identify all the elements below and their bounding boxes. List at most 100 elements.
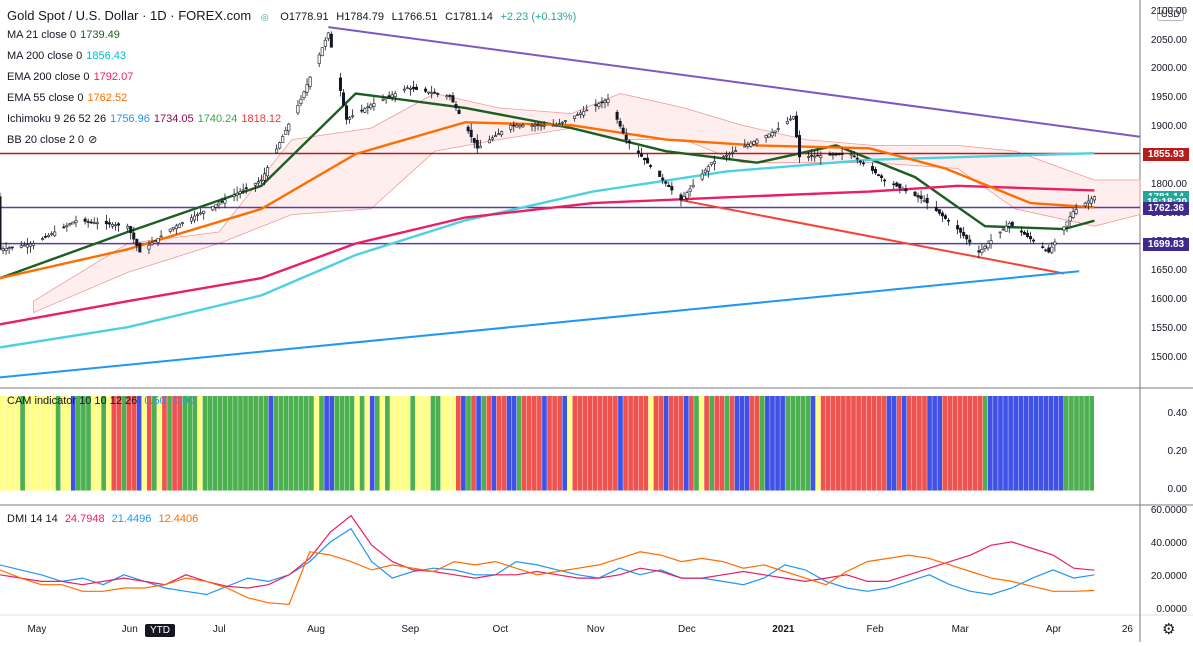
- settings-gear-icon[interactable]: ⚙: [1162, 621, 1176, 638]
- candle: [308, 76, 312, 87]
- candle: [533, 124, 537, 127]
- price-tick-label: 2050.00: [1150, 34, 1187, 46]
- cam-bar: [993, 396, 998, 491]
- cam-bar: [618, 396, 623, 491]
- cam-bar: [278, 396, 284, 491]
- candle: [74, 220, 78, 223]
- candle: [284, 129, 288, 135]
- dmi-tick-label: 20.0000: [1150, 571, 1187, 583]
- cam-bar: [15, 396, 20, 491]
- symbol-title[interactable]: Gold Spot / U.S. Dollar · 1D · FOREX.com: [7, 8, 252, 23]
- cam-bar: [167, 396, 172, 491]
- cam-bar: [5, 396, 10, 491]
- cam-legend-name[interactable]: CAM indicator 10 10 12 26: [7, 395, 138, 407]
- candle: [220, 200, 224, 203]
- candle: [104, 221, 108, 225]
- ytd-button[interactable]: YTD: [145, 624, 175, 637]
- cam-bar: [116, 396, 122, 491]
- legend-row[interactable]: MA 200 close 0 1856.43: [7, 49, 130, 63]
- candle: [424, 88, 428, 92]
- legend-row[interactable]: EMA 55 close 0 1762.52: [7, 91, 131, 105]
- candle: [734, 150, 738, 152]
- cam-bar: [937, 396, 942, 491]
- candle: [603, 100, 607, 103]
- cam-bar: [841, 396, 846, 491]
- hidden-eye-icon[interactable]: ⊘: [88, 134, 98, 146]
- candle: [390, 94, 394, 98]
- cam-bar: [435, 396, 441, 491]
- candle: [685, 192, 689, 199]
- candle: [722, 156, 726, 158]
- candle: [405, 87, 409, 89]
- cam-bar: [339, 396, 345, 491]
- cam-bar: [572, 396, 578, 491]
- price-tick-label: 1650.00: [1150, 265, 1187, 277]
- legend-row[interactable]: MA 21 close 0 1739.49: [7, 28, 124, 42]
- cam-bar: [456, 396, 461, 491]
- cam-bar: [207, 396, 213, 491]
- candle: [414, 86, 418, 90]
- currency-badge[interactable]: USD: [1157, 7, 1185, 21]
- time-tick-label: Aug: [307, 624, 325, 635]
- cam-bar: [364, 396, 370, 491]
- price-tick-label: 1900.00: [1150, 121, 1187, 133]
- cam-bar: [324, 396, 329, 491]
- candle: [317, 54, 321, 64]
- cam-bar: [1023, 396, 1029, 491]
- candle: [1074, 209, 1078, 214]
- candle: [25, 244, 29, 248]
- cam-bar: [233, 396, 238, 491]
- dmi-line-di: [0, 527, 1095, 596]
- cam-bar: [947, 396, 953, 491]
- cam-bar: [754, 396, 760, 491]
- cam-bar: [136, 396, 142, 491]
- cam-bar: [344, 396, 350, 491]
- cam-bar: [1074, 396, 1079, 491]
- candle: [159, 235, 163, 238]
- candle: [573, 115, 577, 119]
- candle: [965, 235, 969, 240]
- cam-bar: [537, 396, 542, 491]
- dmi-legend-name[interactable]: DMI 14 14: [7, 513, 58, 525]
- candle: [861, 162, 865, 165]
- cam-bar: [374, 396, 380, 491]
- cam-bar: [10, 396, 15, 491]
- candle: [7, 247, 11, 249]
- candle: [348, 117, 352, 120]
- cam-bar: [942, 396, 948, 491]
- candle: [65, 225, 69, 227]
- candle: [785, 121, 789, 125]
- candle: [487, 139, 491, 144]
- cam-bar: [608, 396, 613, 491]
- cam-bar: [380, 396, 385, 491]
- cam-bar: [795, 396, 801, 491]
- legend-row[interactable]: BB 20 close 2 0 ⊘: [7, 133, 101, 147]
- candle: [402, 88, 406, 91]
- cam-bar: [349, 396, 355, 491]
- candle: [840, 152, 844, 155]
- cam-bar: [309, 396, 314, 491]
- candle: [916, 195, 920, 198]
- cam-bar: [709, 396, 714, 491]
- cam-bar: [55, 396, 61, 491]
- legend-row[interactable]: Ichimoku 9 26 52 26 1756.96 1734.05 1740.24…: [7, 112, 285, 126]
- cam-bar: [131, 396, 137, 491]
- line-trendline-rising: [0, 270, 1080, 379]
- candle: [579, 112, 583, 115]
- cam-bar: [1064, 396, 1069, 491]
- dmi-line-adx: [0, 551, 1095, 606]
- cam-bar: [582, 396, 588, 491]
- cam-bar: [962, 396, 968, 491]
- candle: [898, 183, 902, 189]
- candle: [454, 104, 458, 109]
- legend-row[interactable]: EMA 200 close 0 1792.07: [7, 70, 137, 84]
- candle: [71, 221, 75, 225]
- cam-bar: [760, 396, 765, 491]
- candle: [627, 140, 631, 144]
- candle: [1019, 230, 1023, 233]
- candle: [943, 215, 947, 219]
- cam-bar: [400, 396, 405, 491]
- candle: [703, 169, 707, 173]
